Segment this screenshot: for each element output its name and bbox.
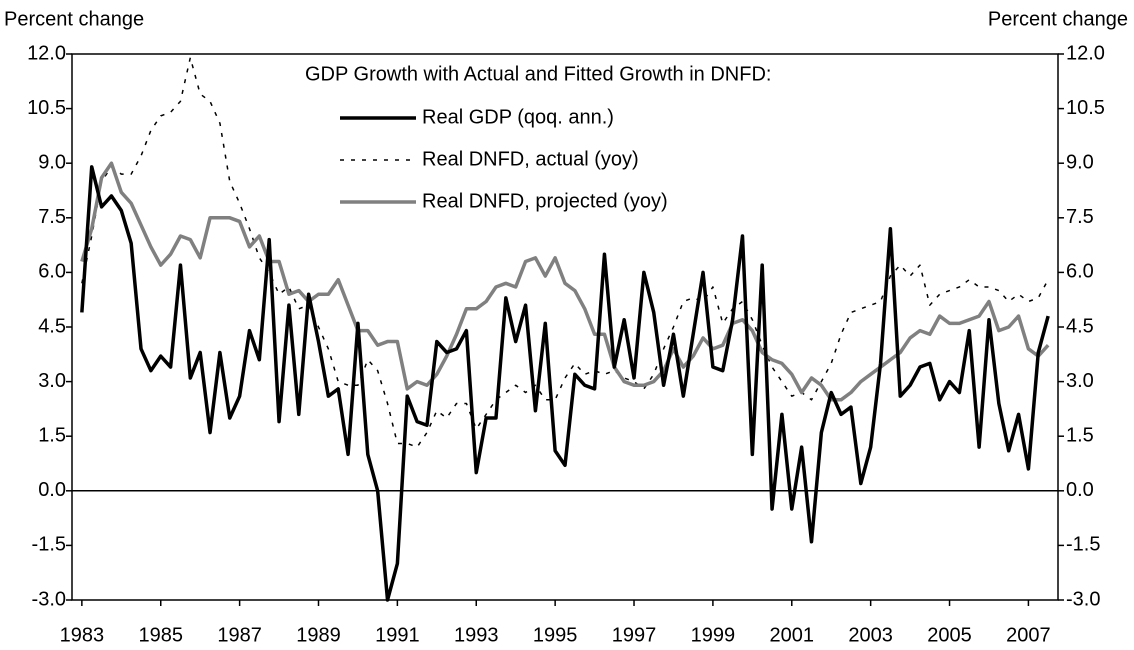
y-tick-label: -1.5 (32, 534, 66, 556)
x-tick-label: 1983 (60, 624, 105, 646)
y2-tick-label: 9.0 (1066, 151, 1094, 173)
y-tick-label: 4.5 (38, 315, 66, 337)
y-tick-label: 12.0 (27, 42, 66, 64)
y-tick-label: 1.5 (38, 424, 66, 446)
y2-tick-label: 10.5 (1066, 97, 1105, 119)
y2-tick-label: 1.5 (1066, 424, 1094, 446)
x-tick-label: 2003 (848, 624, 893, 646)
y-axis-label: Percent change (4, 8, 144, 30)
y-tick-label: 3.0 (38, 370, 66, 392)
legend-title: GDP Growth with Actual and Fitted Growth… (305, 63, 771, 85)
y2-tick-label: 7.5 (1066, 206, 1094, 228)
x-tick-label: 1989 (296, 624, 341, 646)
x-tick-label: 2007 (1006, 624, 1051, 646)
y-tick-label: 9.0 (38, 151, 66, 173)
y-tick-label: 10.5 (27, 97, 66, 119)
legend-label: Real DNFD, projected (yoy) (422, 190, 668, 212)
x-tick-label: 1993 (454, 624, 499, 646)
series-line (80, 161, 1050, 402)
series-line (80, 165, 1050, 602)
y-tick-label: -3.0 (32, 588, 66, 610)
x-tick-label: 1997 (612, 624, 657, 646)
plot-frame (71, 53, 1059, 601)
y2-tick-label: -3.0 (1066, 588, 1100, 610)
x-tick-label: 2005 (927, 624, 972, 646)
y-tick-label: 7.5 (38, 206, 66, 228)
legend-label: Real GDP (qoq. ann.) (422, 106, 614, 128)
y2-tick-label: 0.0 (1066, 479, 1094, 501)
legend-label: Real DNFD, actual (yoy) (422, 148, 639, 170)
x-tick-label: 1985 (138, 624, 183, 646)
y2-tick-label: -1.5 (1066, 534, 1100, 556)
y-tick-label: 6.0 (38, 261, 66, 283)
y2-tick-label: 4.5 (1066, 315, 1094, 337)
y-tick-label: 0.0 (38, 479, 66, 501)
y2-tick-label: 3.0 (1066, 370, 1094, 392)
x-tick-label: 1999 (691, 624, 736, 646)
x-tick-label: 1987 (217, 624, 262, 646)
y2-tick-label: 12.0 (1066, 42, 1105, 64)
x-tick-label: 1991 (375, 624, 420, 646)
x-tick-label: 2001 (770, 624, 815, 646)
y2-axis-label: Percent change (988, 8, 1128, 30)
y2-tick-label: 6.0 (1066, 261, 1094, 283)
x-tick-label: 1995 (533, 624, 578, 646)
